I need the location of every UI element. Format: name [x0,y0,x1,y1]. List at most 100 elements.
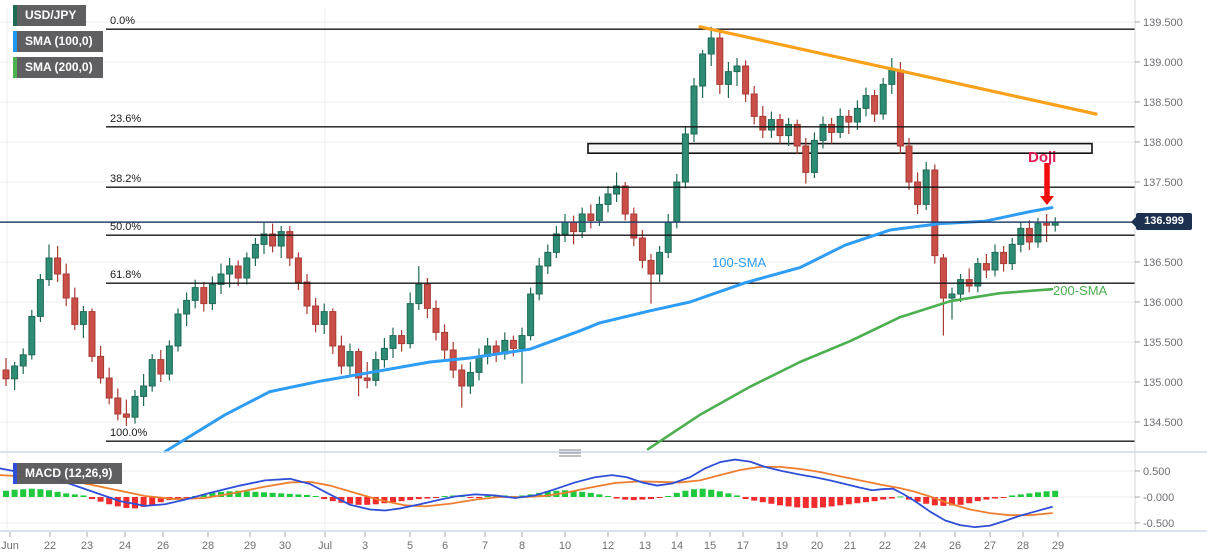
candle [148,359,156,387]
candle [948,293,956,299]
candle [363,377,371,381]
macd-histogram-bar [89,497,95,500]
fib-label: 50.0% [110,221,141,233]
date-label: 6 [442,540,448,552]
macd-histogram-bar [802,497,809,508]
macd-histogram-bar [175,497,181,499]
date-label: 15 [704,540,716,552]
macd-histogram-bar [837,497,844,506]
sma100-line [163,206,1054,454]
macd-histogram-bar [28,488,35,497]
candle [208,283,216,305]
macd-histogram-bar [828,497,835,507]
candle [1034,223,1042,243]
macd-histogram-bar [312,495,319,497]
macd-histogram-bar [1043,491,1050,497]
macd-histogram-bar [63,493,70,497]
candle [2,369,10,380]
doji-annotation-label: Doji [1028,149,1057,166]
macd-histogram-bar [304,494,310,497]
price-tick-label: 134.500 [1143,417,1183,429]
macd-histogram-bar [54,491,61,497]
candle [509,339,517,349]
candle [845,115,853,123]
sma100-annotation-label: 100-SMA [712,255,767,270]
date-label: 24 [119,540,131,552]
macd-histogram-bar [751,497,758,501]
macd-histogram-bar [845,497,852,505]
candle [174,313,182,347]
macd-histogram-bar [114,497,121,507]
candle [415,283,423,305]
candle [286,231,294,259]
macd-histogram-bar [209,492,216,497]
candle [140,385,148,397]
price-tick-label: 138.000 [1143,137,1183,149]
macd-histogram-bar [570,490,577,497]
macd-histogram-bar [132,497,138,509]
macd-histogram-bar [742,497,749,500]
date-label: 26 [949,540,961,552]
candle [423,283,431,309]
candle [750,93,758,117]
candle [535,265,543,295]
macd-histogram-bar [467,497,474,499]
candle [776,119,784,137]
current-price-badge: 136.999 [1131,213,1192,230]
macd-histogram-bar [949,497,955,506]
macd-histogram-bar [699,488,706,497]
candle [828,123,836,133]
candle [974,263,982,287]
macd-histogram-bar [544,491,551,497]
macd-histogram-bar [433,497,439,498]
price-tick-label: 139.000 [1143,57,1183,69]
date-label: 30 [279,540,291,552]
macd-histogram-bar [398,497,405,502]
macd-histogram-bar [983,497,990,500]
macd-histogram-bar [1009,495,1016,497]
trendline [698,25,1098,116]
candle [28,315,36,356]
date-label: 23 [81,540,93,552]
date-label: 19 [776,540,788,552]
price-tick-label: 135.000 [1143,377,1183,389]
macd-histogram-bar [183,497,190,499]
candle [819,123,827,141]
macd-histogram-bar [3,490,9,497]
macd-histogram-bar [355,497,362,505]
macd-histogram-bar [261,492,267,497]
macd-histogram-bar [476,497,482,499]
candle [200,287,208,305]
macd-histogram-bar [785,497,792,507]
date-label: 29 [1052,540,1064,552]
fib-label: 23.6% [110,113,141,125]
macd-histogram-bar [364,497,371,505]
candle [742,65,750,95]
macd-histogram-bar [11,489,18,497]
macd-histogram-bar [639,497,646,500]
macd-histogram-bar [734,495,740,497]
macd-histogram-bar [252,491,259,497]
candle [337,345,345,367]
candle [1017,227,1025,245]
candle [853,107,861,123]
macd-tick-label: -0.500 [1143,518,1174,530]
candle [733,65,741,73]
date-label: 20 [811,540,823,552]
candle [613,185,621,195]
macd-histogram-bar [605,495,611,497]
date-label: Jun [1,540,19,552]
candle [183,299,191,315]
candle [664,221,672,253]
price-tick-label: 139.500 [1143,17,1183,29]
candle [389,335,397,349]
macd-histogram-bar [46,490,52,497]
macd-histogram-bar [820,497,826,508]
macd-histogram-bar [235,490,242,497]
candle [251,243,259,259]
sma200-line [646,287,1054,451]
macd-histogram-bar [140,497,147,507]
candle [939,257,947,299]
